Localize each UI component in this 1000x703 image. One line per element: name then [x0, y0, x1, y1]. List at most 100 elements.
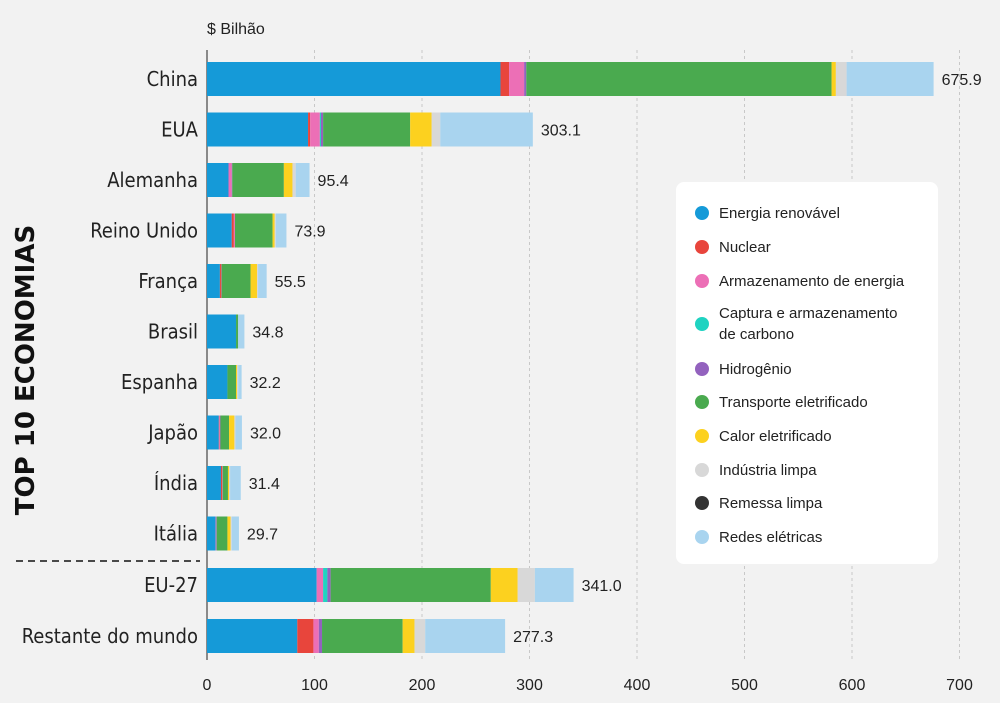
bar-segment	[229, 466, 231, 500]
bar-segment	[292, 163, 296, 197]
bar-segment	[216, 516, 228, 551]
labels: China 675.9 EUA 303.1 Alemanha 95.4 Reino Unid…	[22, 67, 982, 648]
bar-segment	[318, 619, 323, 653]
bar-segment	[414, 619, 426, 653]
bar-segment	[258, 264, 267, 298]
value-label: 675.9	[942, 72, 982, 89]
value-label: 34.8	[252, 325, 283, 342]
bar-segment	[231, 213, 234, 248]
bar-segment	[256, 264, 259, 298]
bar-segment	[526, 62, 832, 96]
legend-marker	[695, 317, 709, 331]
bar-segment	[207, 516, 216, 551]
legend-label: Captura e armazenamento de carbono	[719, 305, 897, 343]
category-label: Espanha	[121, 370, 198, 394]
bar-segment	[831, 62, 836, 96]
bar-segment	[234, 213, 273, 248]
bar-segment	[319, 112, 321, 147]
legend-marker	[695, 362, 709, 376]
value-label: 95.4	[318, 173, 349, 190]
x-tick-label: 600	[839, 677, 866, 694]
value-label: 32.2	[250, 375, 281, 392]
bar-segment	[207, 163, 229, 197]
legend-marker	[695, 463, 709, 477]
bar-segment	[330, 568, 491, 602]
legend-marker	[695, 240, 709, 254]
bar-segment	[207, 466, 221, 500]
value-label: 341.0	[582, 578, 622, 595]
bar-segment	[238, 314, 245, 349]
bar-segment	[219, 264, 221, 298]
bar-segment	[327, 568, 331, 602]
x-tick-label: 700	[946, 677, 973, 694]
value-label: 31.4	[249, 476, 280, 493]
bar-segment	[320, 112, 324, 147]
legend-marker	[695, 206, 709, 220]
bar-segment	[227, 466, 230, 500]
bar-segment	[316, 568, 324, 602]
bar-segment	[250, 264, 257, 298]
bar-segment	[229, 415, 235, 450]
bar-segment	[219, 415, 221, 450]
bar-segment	[237, 365, 239, 399]
bar-segment	[222, 466, 228, 500]
legend-box	[676, 182, 938, 564]
bar-segment	[490, 568, 518, 602]
bar-segment	[207, 415, 219, 450]
bar-segment	[220, 466, 223, 500]
legend-marker	[695, 429, 709, 443]
bar-segment	[500, 62, 510, 96]
bar-segment	[218, 415, 220, 450]
bar-segment	[207, 314, 237, 349]
bar-segment	[233, 213, 235, 248]
category-label: China	[147, 67, 198, 91]
value-label: 32.0	[250, 426, 281, 443]
bar-segment	[313, 619, 319, 653]
bar-segment	[232, 163, 284, 197]
category-label: Alemanha	[107, 168, 198, 192]
x-tick-label: 300	[516, 677, 543, 694]
bar-segment	[235, 415, 242, 450]
x-tick-label: 400	[624, 677, 651, 694]
legend-label: Remessa limpa	[719, 495, 823, 512]
value-label: 29.7	[247, 527, 278, 544]
legend-marker	[695, 496, 709, 510]
category-label: Índia	[154, 471, 198, 495]
x-tick-label: 100	[301, 677, 328, 694]
bar-segment	[230, 516, 232, 551]
bar-segment	[219, 415, 220, 450]
bar-segment	[207, 213, 232, 248]
bar-segment	[534, 568, 574, 602]
bar-segment	[228, 163, 232, 197]
group-label: TOP 10 ECONOMIAS	[11, 225, 41, 515]
category-label: Japão	[147, 421, 198, 445]
bar-segment	[207, 112, 309, 147]
bar-segment	[431, 112, 441, 147]
legend-label: Calor eletrificado	[719, 428, 832, 445]
bars	[207, 62, 934, 653]
bar-segment	[272, 213, 275, 248]
bar-segment	[231, 163, 233, 197]
value-label: 277.3	[513, 629, 553, 646]
bar-segment	[207, 568, 317, 602]
bar-segment	[283, 163, 293, 197]
bar-segment	[207, 365, 228, 399]
bar-segment	[275, 213, 287, 248]
unit-label: $ Bilhão	[207, 21, 265, 38]
legend-label: Armazenamento de energia	[719, 273, 905, 290]
bar-segment	[295, 163, 310, 197]
bar-segment	[207, 264, 220, 298]
bar-segment	[234, 415, 236, 450]
x-tick-label: 500	[731, 677, 758, 694]
bar-segment	[524, 62, 527, 96]
bar-segment	[509, 62, 525, 96]
bar-segment	[323, 568, 328, 602]
value-label: 55.5	[275, 274, 306, 291]
bar-segment	[231, 516, 239, 551]
legend-marker	[695, 274, 709, 288]
bar-segment	[308, 112, 311, 147]
category-label: EU-27	[144, 573, 198, 597]
legend: Energia renovável Nuclear Armazenamento de…	[676, 182, 938, 564]
